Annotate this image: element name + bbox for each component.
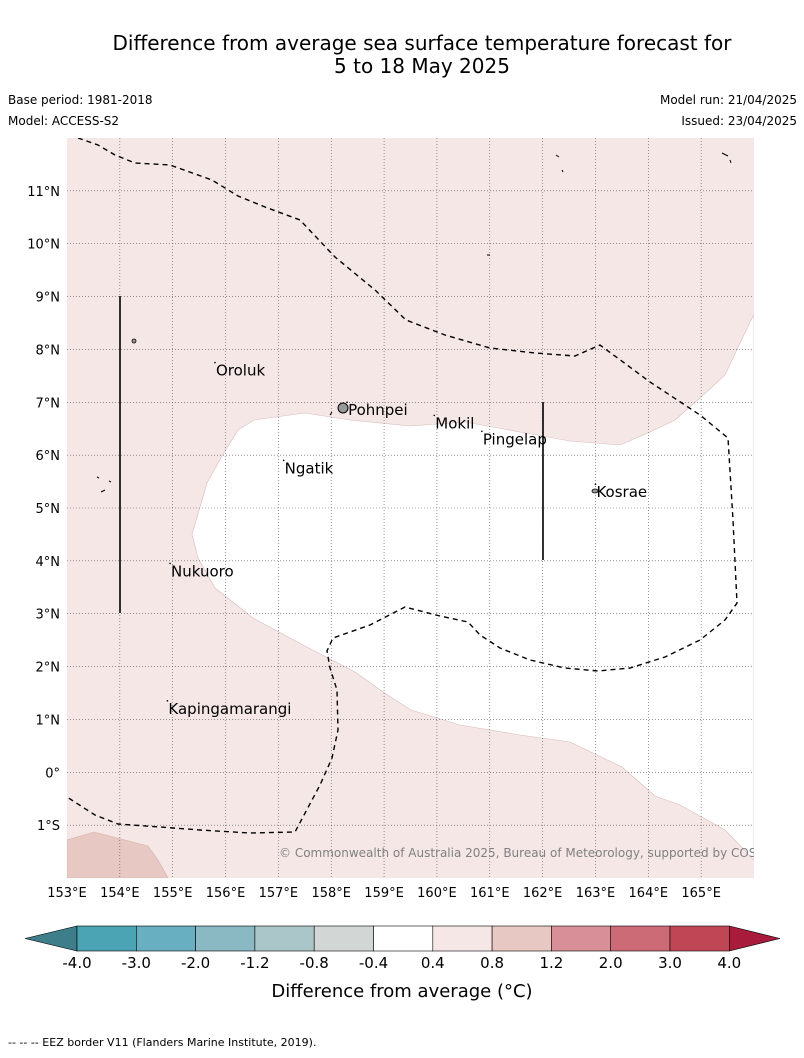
lat-tick-label: 7°N	[36, 396, 61, 411]
colorbar-title: Difference from average (°C)	[271, 981, 532, 1002]
lat-tick-label: 5°N	[36, 502, 61, 517]
lat-tick-label: 0°	[45, 766, 60, 781]
place-marker	[594, 483, 597, 485]
colorbar-segment	[254, 925, 315, 952]
colorbar: -4.0 -3.0 -2.0 -1.2 -0.8 -0.4 0.4 0.8 1.2 2.0 3.0 4…	[24, 925, 781, 972]
lon-tick-label: 165°E	[681, 886, 721, 901]
lon-tick-label: 156°E	[206, 886, 246, 901]
lat-tick-label: 10°N	[27, 238, 60, 253]
lon-tick-label: 164°E	[629, 886, 669, 901]
lon-tick-label: 153°E	[47, 886, 87, 901]
colorbar-segment	[551, 925, 612, 952]
place-marker	[214, 361, 216, 364]
eez-legend-note: -- -- -- EEZ border V11 (Flanders Marine…	[8, 1036, 317, 1049]
place-label: Kosrae	[596, 483, 647, 501]
place-marker	[433, 414, 436, 417]
lon-tick-label: 155°E	[153, 886, 193, 901]
map-area: Oroluk Pohnpei Mokil Pingelap Ngatik Kosrae Nu…	[67, 138, 784, 878]
place-label: Kapingamarangi	[168, 700, 291, 718]
lat-tick-label: 8°N	[36, 343, 61, 358]
eez-border	[67, 138, 738, 834]
colorbar-tick-label: 0.8	[480, 954, 504, 972]
latitude-labels: 11°N 10°N 9°N 8°N 7°N 6°N 5°N 4°N 3°N 2°N 1°N 0° 1°S	[27, 185, 60, 834]
base-period: Base period: 1981-2018	[8, 93, 153, 107]
colorbar-segment	[669, 925, 730, 952]
place-label: Oroluk	[216, 362, 265, 380]
model-run: Model run: 21/04/2025	[659, 93, 797, 107]
colorbar-segment	[136, 925, 196, 952]
copyright-text: © Commonwealth of Australia 2025, Bureau…	[279, 846, 784, 860]
colorbar-segment	[373, 925, 434, 952]
place-label: Pingelap	[483, 430, 547, 448]
lat-tick-label: 2°N	[36, 661, 61, 676]
colorbar-extend-high	[728, 925, 781, 952]
colorbar-extend-low	[24, 925, 78, 952]
lon-tick-label: 161°E	[470, 886, 510, 901]
place-marker	[481, 430, 483, 433]
issued-date: Issued: 23/04/2025	[681, 114, 797, 128]
gridlines	[67, 138, 754, 878]
colorbar-tick-label: 4.0	[717, 954, 741, 972]
place-marker	[282, 459, 285, 462]
kosrae-island	[591, 488, 599, 494]
lat-tick-label: 3°N	[36, 608, 61, 623]
lat-tick-label: 6°N	[36, 449, 61, 464]
place-label: Pohnpei	[348, 401, 408, 419]
colorbar-tick-label: -0.4	[359, 954, 388, 972]
small-island	[131, 338, 137, 344]
lon-tick-label: 159°E	[364, 886, 404, 901]
lon-tick-label: 157°E	[259, 886, 299, 901]
longitude-labels: 153°E 154°E 155°E 156°E 157°E 158°E 159°E 160°E…	[47, 886, 721, 901]
lat-tick-label: 11°N	[27, 185, 60, 200]
colorbar-tick-label: -1.2	[240, 954, 269, 972]
lon-tick-label: 158°E	[311, 886, 351, 901]
place-marker	[346, 401, 348, 404]
place-marker	[169, 562, 171, 565]
colorbar-tick-label: -4.0	[62, 954, 91, 972]
colorbar-tick-label: 3.0	[658, 954, 682, 972]
colorbar-tick-label: 0.4	[421, 954, 445, 972]
colorbar-tick-label: -0.8	[300, 954, 329, 972]
lon-tick-label: 154°E	[100, 886, 140, 901]
colorbar-segment	[432, 925, 493, 952]
place-label: Nukuoro	[171, 562, 234, 580]
lat-tick-label: 9°N	[36, 291, 61, 306]
colorbar-tick-label: 1.2	[539, 954, 563, 972]
colorbar-segment	[313, 925, 374, 952]
place-label: Ngatik	[285, 459, 334, 477]
colorbar-segment	[76, 925, 137, 952]
model-name: Model: ACCESS-S2	[8, 114, 120, 128]
lon-tick-label: 160°E	[417, 886, 457, 901]
title-line-2: 5 to 18 May 2025	[334, 54, 510, 78]
place-labels: Oroluk Pohnpei Mokil Pingelap Ngatik Kosrae Nu…	[166, 361, 647, 718]
lat-tick-label: 1°S	[37, 819, 60, 834]
reef-marks	[96, 152, 732, 493]
lon-tick-label: 163°E	[576, 886, 616, 901]
lat-tick-label: 4°N	[36, 555, 61, 570]
colorbar-tick-label: -3.0	[122, 954, 151, 972]
anomaly-band-neutral	[191, 314, 754, 861]
place-marker	[166, 700, 169, 702]
colorbar-segment	[195, 925, 256, 952]
map-title: Difference from average sea surface temp…	[60, 32, 784, 78]
colorbar-segment	[610, 925, 671, 952]
colorbar-segment	[491, 925, 552, 952]
colorbar-tick-label: -2.0	[181, 954, 210, 972]
pohnpei-island	[337, 402, 349, 414]
lat-tick-label: 1°N	[36, 713, 61, 728]
place-label: Mokil	[435, 414, 474, 432]
anomaly-band-0p8-1p2	[67, 831, 169, 878]
title-line-1: Difference from average sea surface temp…	[112, 31, 732, 55]
colorbar-tick-label: 2.0	[599, 954, 623, 972]
lon-tick-label: 162°E	[523, 886, 563, 901]
